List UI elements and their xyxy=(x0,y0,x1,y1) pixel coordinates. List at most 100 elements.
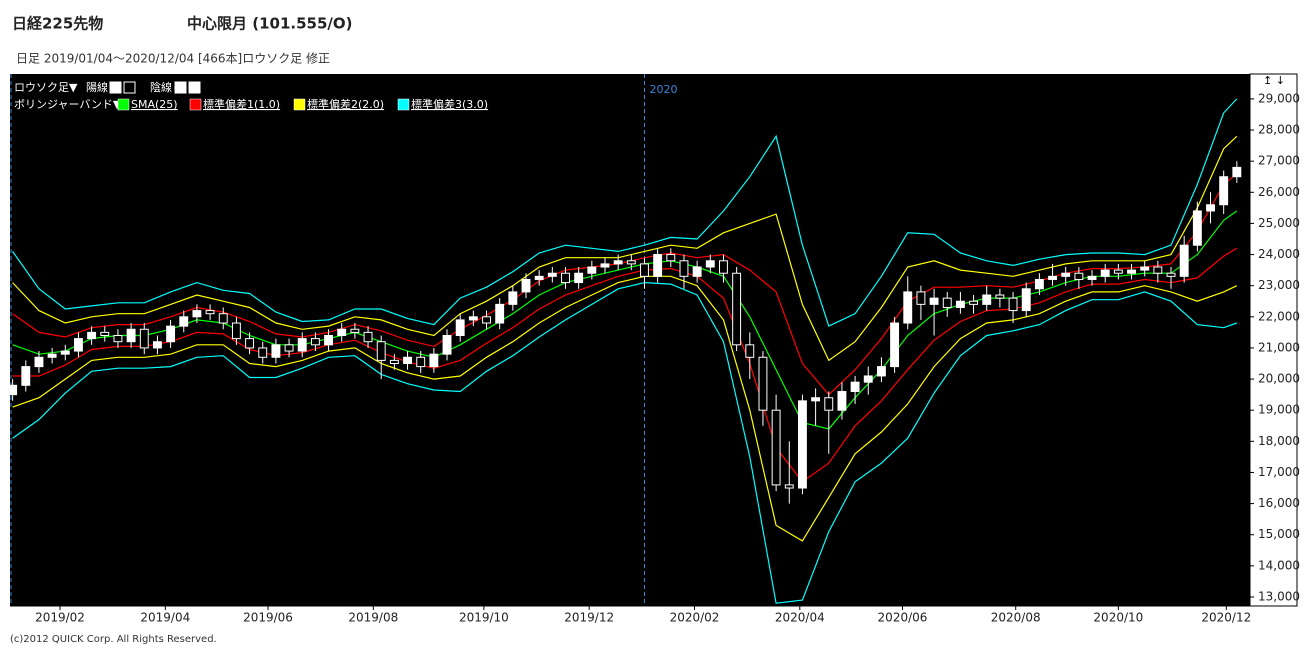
candle-body xyxy=(1074,272,1084,280)
candle-body xyxy=(192,310,202,318)
x-tick-label: 2019/02 xyxy=(35,611,85,625)
candle-body xyxy=(21,366,31,386)
candle-body xyxy=(521,278,531,293)
candle-body xyxy=(547,272,557,277)
candle-body xyxy=(1021,288,1031,312)
candle-body xyxy=(824,397,834,411)
contract-label: 中心限月 (101.555/O) xyxy=(187,15,352,33)
candle-body xyxy=(1179,244,1189,277)
candle-body xyxy=(376,341,386,361)
candle-body xyxy=(955,300,965,308)
legend-label[interactable]: 標準偏差3(3.0) xyxy=(411,97,488,111)
plot: 2020 xyxy=(8,74,1242,606)
candle-body xyxy=(337,328,347,336)
candle-body xyxy=(271,344,281,358)
y-tick-label: 20,000 xyxy=(1258,372,1300,386)
band-menu[interactable]: ボリンジャーバンド▼ xyxy=(14,98,122,111)
candle-body xyxy=(166,325,176,343)
legend-label[interactable]: 標準偏差2(2.0) xyxy=(307,97,384,111)
x-tick-label: 2019/04 xyxy=(140,611,190,625)
candle-body xyxy=(100,331,110,336)
band-upper xyxy=(12,135,1238,362)
candle-body xyxy=(942,297,952,308)
candle-body xyxy=(534,275,544,280)
candle-body xyxy=(969,300,979,305)
down-label: 陰線 xyxy=(150,80,172,94)
candle-body xyxy=(1232,166,1242,178)
candle-body xyxy=(574,272,584,284)
y-tick-label: 18,000 xyxy=(1258,434,1300,448)
candle-body xyxy=(1166,272,1176,277)
down-swatch[interactable] xyxy=(174,81,187,94)
chart-subtitle: 日足 2019/01/04～2020/12/04 [466本]ロウソク足 修正 xyxy=(16,51,330,66)
up-outline-swatch[interactable] xyxy=(123,81,136,94)
candle-body xyxy=(87,331,97,340)
x-tick-label: 2020/04 xyxy=(775,611,825,625)
candle-body xyxy=(416,356,426,368)
candle-body xyxy=(1127,269,1136,274)
candle-body xyxy=(982,294,992,305)
candle-body xyxy=(363,331,373,343)
candle-body xyxy=(324,334,334,346)
candle-body xyxy=(60,350,70,355)
candle-menu[interactable]: ロウソク足▼ xyxy=(14,81,78,94)
candle-body xyxy=(745,344,755,358)
band-upper xyxy=(12,98,1238,327)
y-tick-label: 21,000 xyxy=(1258,340,1300,354)
legend-label[interactable]: 標準偏差1(1.0) xyxy=(203,97,280,111)
x-tick-label: 2019/08 xyxy=(348,611,398,625)
candle-body xyxy=(47,353,57,358)
candle-body xyxy=(245,338,255,349)
candle-body xyxy=(179,316,189,327)
candle-body xyxy=(403,356,412,365)
y-axis-area xyxy=(1249,73,1298,607)
candle-body xyxy=(1061,272,1071,277)
band-lower xyxy=(12,275,1238,542)
y-tick-label: 16,000 xyxy=(1258,496,1300,510)
candle-body xyxy=(719,260,728,274)
candle-body xyxy=(205,310,215,315)
candle-body xyxy=(626,260,636,265)
candle-body xyxy=(876,366,886,377)
x-tick-label: 2019/10 xyxy=(459,611,509,625)
down-outline-swatch[interactable] xyxy=(188,81,201,94)
legend-label[interactable]: SMA(25) xyxy=(131,98,178,111)
candle-body xyxy=(1034,278,1044,290)
x-tick-label: 2020/08 xyxy=(991,611,1041,625)
candle-body xyxy=(705,260,715,268)
candle-body xyxy=(495,303,505,324)
y-tick-label: 28,000 xyxy=(1258,123,1300,137)
candle-body xyxy=(1100,269,1110,277)
legend-swatch xyxy=(189,98,202,111)
candle-body xyxy=(74,338,83,352)
candle-body xyxy=(468,316,478,321)
candle-body xyxy=(850,381,860,393)
x-tick-label: 2020/12 xyxy=(1201,611,1251,625)
candle-body xyxy=(587,266,597,274)
plot-area xyxy=(10,74,1250,606)
y-tick-label: 25,000 xyxy=(1258,216,1300,230)
candle-body xyxy=(561,272,570,284)
candle-body xyxy=(1192,210,1202,246)
scroll-icons[interactable]: ↥ ↓ xyxy=(1263,74,1285,87)
candle-body xyxy=(784,484,794,489)
y-tick-label: 29,000 xyxy=(1258,91,1300,105)
candle-body xyxy=(771,409,781,486)
y-tick-label: 24,000 xyxy=(1258,247,1300,261)
candle-body xyxy=(1153,266,1163,274)
y-tick-label: 26,000 xyxy=(1258,185,1300,199)
candle-body xyxy=(613,260,623,265)
candle-body xyxy=(8,384,18,396)
candle-body xyxy=(758,356,768,411)
legend-swatch xyxy=(117,98,130,111)
candle-body xyxy=(837,391,847,411)
up-swatch[interactable] xyxy=(109,81,122,94)
candle-body xyxy=(231,322,241,340)
candle-body xyxy=(1206,204,1215,212)
legend-swatch xyxy=(397,98,410,111)
y-tick-label: 22,000 xyxy=(1258,309,1300,323)
year-label: 2020 xyxy=(649,83,677,96)
candle-body xyxy=(218,313,228,324)
legend: ロウソク足▼ 陽線 陰線 ボリンジャーバンド▼ SMA(25) 標準偏差1(1.0… xyxy=(14,80,488,111)
